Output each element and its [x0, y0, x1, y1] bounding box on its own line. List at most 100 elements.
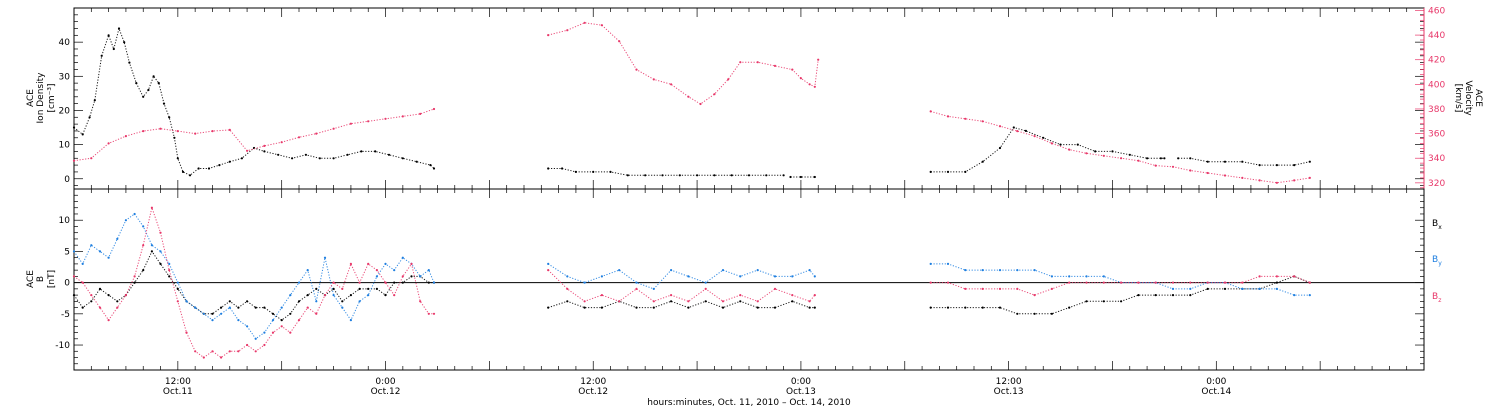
series-density-point: [747, 174, 751, 177]
legend-bz: Bz: [1432, 292, 1441, 304]
velocity-tick-label: 460: [1428, 6, 1445, 16]
series-Bz-point: [808, 300, 811, 303]
bottom-panel-x-ticks: [73, 189, 1425, 370]
series-Bz-point: [1120, 281, 1123, 284]
series-By-point: [1102, 275, 1105, 278]
x-tick-label-time: 0:00: [791, 377, 811, 387]
bottom-panel-series: [72, 205, 1424, 359]
y-tick-label: 10: [59, 216, 71, 226]
x-tick-label-time: 0:00: [375, 377, 395, 387]
series-velocity-trace: [73, 108, 435, 162]
y-tick-label: -5: [61, 310, 70, 320]
x-tick-label-date: Oct.14: [1201, 387, 1231, 397]
density-axis-label-line3: [cm⁻³]: [47, 83, 57, 112]
series-density-trace: [548, 168, 784, 176]
series-velocity-point: [159, 127, 162, 130]
series-density-point: [374, 150, 377, 153]
series-Bx-point: [813, 306, 816, 309]
legend-bx-main: B: [1432, 219, 1438, 229]
series-Bz-point: [964, 287, 967, 290]
x-tick-label-time: 12:00: [165, 377, 191, 387]
b-axis-label-line3: [nT]: [47, 270, 57, 288]
y-tick-label: 20: [59, 106, 71, 116]
series-velocity-point: [419, 112, 422, 115]
velocity-axis-label-line2: Velocity: [1463, 80, 1473, 116]
series-Bx-point: [254, 306, 257, 309]
y-tick-label: -10: [55, 341, 70, 351]
series-velocity-point: [964, 117, 967, 120]
velocity-tick-label: 320: [1428, 179, 1445, 189]
y-tick-label: 0: [64, 175, 70, 185]
series-Bz-point: [981, 287, 984, 290]
series-density-point: [1163, 157, 1166, 160]
series-density-point: [713, 174, 716, 177]
top-panel-x-ticks: [73, 8, 1425, 189]
series-velocity-point: [432, 107, 436, 111]
series-Bx-point: [1102, 300, 1105, 303]
series-density-point: [644, 174, 647, 177]
velocity-tick-label: 420: [1428, 56, 1445, 66]
y-tick-label: 30: [59, 72, 71, 82]
series-Bx-point: [211, 312, 214, 315]
series-Bz: [72, 205, 1311, 359]
series-density-point: [1293, 164, 1296, 167]
magnetic-field-panel: -10 -5 0 5 10 ACE B [nT] Bx By Bz: [26, 188, 1442, 371]
y-tick-label: 5: [64, 247, 70, 257]
bottom-panel-frame: [73, 188, 1425, 371]
series-velocity-point: [228, 128, 231, 131]
series-Bz-trace: [930, 275, 1310, 296]
series-density-trace: [930, 126, 1165, 173]
series-velocity-point: [583, 21, 586, 24]
series-Bz-point: [1154, 281, 1157, 284]
y-tick-label: 40: [59, 38, 71, 48]
series-density-point: [1223, 160, 1227, 163]
legend-bx: Bx: [1432, 219, 1442, 231]
series-density-point: [696, 174, 699, 177]
series-velocity-trace: [930, 110, 1310, 184]
series-density-point: [1146, 157, 1149, 160]
series-velocity: [72, 21, 1311, 184]
series-By-trace: [930, 263, 1310, 296]
series-velocity-point: [1275, 181, 1278, 184]
series-By-point: [981, 269, 984, 272]
series-By-point: [773, 275, 777, 278]
series-velocity-point: [1206, 171, 1209, 175]
series-Bz-point: [237, 350, 240, 353]
legend-by-main: B: [1432, 255, 1438, 265]
velocity-tick-label: 380: [1428, 105, 1445, 115]
series-Bx-trace: [73, 250, 434, 321]
x-tick-label-date: Oct.13: [994, 387, 1024, 397]
series-Bz-point: [1206, 281, 1209, 284]
series-Bz-trace: [73, 205, 434, 359]
series-By-trace: [547, 263, 816, 290]
series-Bz-point: [1275, 275, 1278, 278]
series-Bx-point: [1085, 300, 1088, 303]
series-density-point: [1275, 164, 1278, 167]
series-velocity-point: [349, 122, 352, 125]
density-axis: 0 10 20 30 40: [59, 7, 1424, 186]
series-velocity-trace: [548, 22, 819, 105]
x-tick-label-time: 12:00: [580, 377, 606, 387]
legend-bz-sub: z: [1438, 297, 1441, 304]
series-Bx-point: [756, 306, 759, 309]
series-Bz-point: [1308, 281, 1311, 284]
velocity-axis: 320 340 360 380 400 420 440 460: [1415, 6, 1445, 189]
top-panel-frame: [73, 7, 1425, 190]
series-Bz-point: [1137, 281, 1140, 284]
series-density-point: [107, 34, 110, 37]
series-By-point: [185, 300, 188, 303]
b-component-legend: Bx By Bz: [1432, 219, 1442, 304]
time-axis-labels: 12:00Oct.110:00Oct.1212:00Oct.120:00Oct.…: [163, 377, 1232, 397]
series-Bz-point: [1223, 281, 1227, 284]
legend-by: By: [1432, 255, 1442, 267]
series-Bz-trace: [547, 269, 816, 302]
series-density-point: [626, 174, 629, 177]
series-By: [72, 212, 1311, 340]
y-tick-label: 0: [64, 279, 70, 289]
x-tick-label-time: 12:00: [996, 377, 1022, 387]
legend-bz-main: B: [1432, 292, 1438, 302]
b-field-axis: -10 -5 0 5 10: [55, 188, 1424, 371]
density-axis-label-line2: Ion Density: [36, 72, 46, 124]
x-tick-label-date: Oct.13: [786, 387, 816, 397]
